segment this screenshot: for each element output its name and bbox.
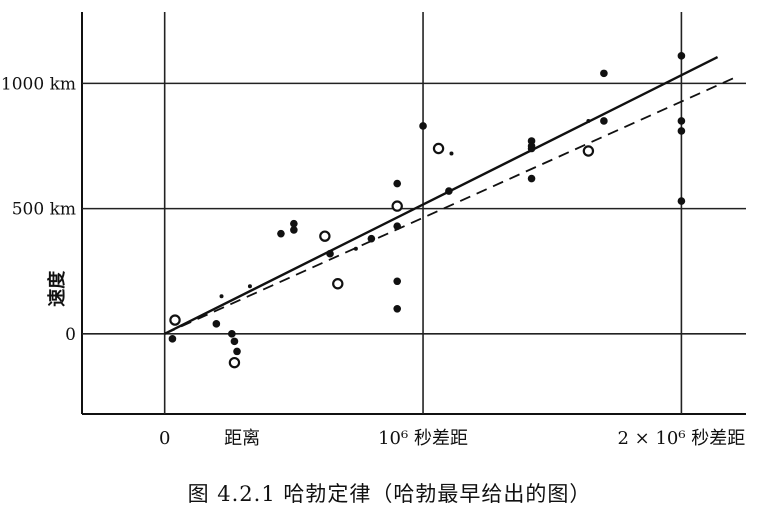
y-tick-label: 0 bbox=[65, 325, 76, 345]
y-tick-label: +1000 km bbox=[0, 74, 76, 94]
data-point-open bbox=[169, 314, 181, 326]
data-point-filled bbox=[290, 219, 298, 228]
data-point-filled bbox=[677, 117, 686, 125]
data-point-filled bbox=[233, 347, 241, 356]
data-point-filled bbox=[277, 229, 285, 238]
data-point-filled bbox=[419, 122, 427, 130]
data-point-filled bbox=[168, 335, 177, 343]
x-tick-label: 距离 bbox=[224, 428, 260, 449]
data-point-open bbox=[319, 230, 331, 242]
data-point-open bbox=[432, 142, 445, 155]
x-tick-label: 0 bbox=[159, 428, 170, 449]
data-point-filled bbox=[326, 249, 334, 258]
data-point-filled bbox=[600, 117, 608, 125]
data-point-filled bbox=[290, 226, 298, 234]
x-tick-label: 2 × 10⁶ 秒差距 bbox=[617, 428, 745, 449]
data-point-small bbox=[353, 246, 358, 251]
data-point-small bbox=[449, 151, 454, 156]
data-point-filled bbox=[677, 127, 686, 135]
data-point-open bbox=[332, 278, 344, 290]
data-point-small bbox=[219, 294, 224, 299]
hubble-chart: +1000 km 500 km 0 0 距离 10⁶ 秒差距 2 × 10⁶ 秒差距 速度 bbox=[0, 12, 746, 449]
data-point-open bbox=[391, 200, 403, 212]
data-point-filled bbox=[677, 52, 686, 60]
data-point-small bbox=[247, 284, 252, 289]
y-axis-label: 速度 bbox=[46, 270, 68, 307]
data-point-filled bbox=[393, 277, 402, 286]
data-point-open bbox=[582, 145, 595, 157]
data-point-filled bbox=[367, 234, 376, 243]
data-point-filled bbox=[228, 330, 236, 338]
y-tick-label: 500 km bbox=[12, 200, 76, 220]
data-point-filled bbox=[600, 69, 608, 78]
data-point-filled bbox=[677, 197, 686, 205]
data-point-filled bbox=[230, 337, 239, 346]
fit-line-dashed bbox=[164, 77, 734, 335]
data-point-small bbox=[586, 118, 591, 123]
fit-line-solid bbox=[164, 56, 719, 335]
data-point-filled bbox=[212, 320, 221, 328]
data-point-open bbox=[228, 356, 241, 369]
figure-caption: 图 4.2.1 哈勃定律（哈勃最早给出的图） bbox=[187, 482, 592, 506]
x-tick-label: 10⁶ 秒差距 bbox=[378, 428, 468, 449]
data-point-filled bbox=[393, 222, 402, 230]
data-point-filled bbox=[393, 305, 402, 313]
data-point-filled bbox=[527, 174, 536, 183]
data-point-filled bbox=[445, 187, 453, 195]
data-point-filled bbox=[393, 179, 402, 188]
data-point-filled bbox=[527, 142, 536, 150]
